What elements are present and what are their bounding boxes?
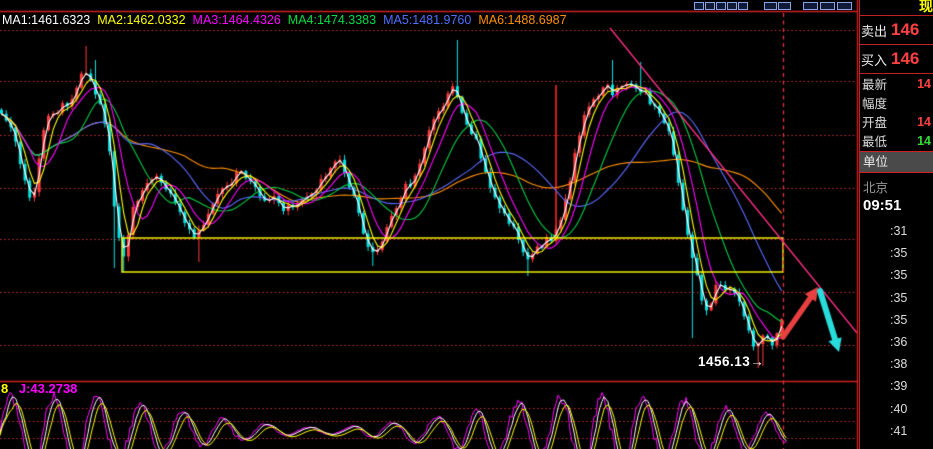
tick-item: :38 — [890, 357, 908, 372]
open-label: 开盘 — [862, 116, 888, 130]
sell-price-value: 146 — [891, 20, 920, 39]
quote-sidebar: 现 卖出 146 买入 146 最新 14 幅度 开盘 14 最低 14 单位 … — [859, 0, 933, 449]
unit-row[interactable]: 单位 — [860, 151, 933, 173]
toolbar-button[interactable] — [778, 2, 791, 10]
toolbar-button[interactable] — [764, 2, 777, 10]
window-minimize-button[interactable] — [803, 2, 818, 10]
sell-price-row: 卖出 146 — [860, 16, 933, 45]
window-close-button[interactable] — [837, 2, 852, 10]
timezone-city: 北京 — [863, 181, 889, 195]
clock-time: 09:51 — [863, 197, 902, 214]
sell-label: 卖出 — [861, 23, 888, 39]
buy-label: 买入 — [861, 52, 888, 68]
kdj-clipped-value-fragment: 8 — [1, 381, 9, 396]
tick-item: :36 — [890, 334, 908, 349]
low-price-row: 最低 14 — [860, 131, 933, 150]
tick-item: :35 — [890, 246, 908, 261]
low-label: 最低 — [862, 135, 888, 149]
kdj-indicator-label: 8 J:43.2738 — [1, 381, 77, 396]
low-price-callout: 1456.13→ — [698, 354, 765, 369]
buy-price-row: 买入 146 — [860, 45, 933, 74]
symbol-name: 现 — [860, 0, 933, 16]
tick-item: :40 — [890, 401, 908, 416]
toolbar-button[interactable] — [727, 2, 737, 10]
tick-item: :35 — [890, 312, 908, 327]
range-label: 幅度 — [862, 97, 888, 111]
ma6-value: MA6:1488.6987 — [478, 13, 567, 27]
ma5-value: MA5:1481.9760 — [383, 13, 472, 27]
toolbar-button[interactable] — [694, 2, 704, 10]
toolbar-button[interactable] — [716, 2, 726, 10]
buy-price-value: 146 — [891, 49, 920, 68]
ma-readout-bar: MA1:1461.6323 MA2:1462.0332 MA3:1464.4326 M… — [2, 13, 852, 28]
ma2-value: MA2:1462.0332 — [97, 13, 186, 27]
tick-item: :39 — [890, 379, 908, 394]
low-value: 14 — [917, 133, 931, 148]
ma1-value: MA1:1461.6323 — [2, 13, 91, 27]
latest-value: 14 — [917, 76, 931, 91]
tick-item: :41 — [890, 423, 908, 438]
ma4-value: MA4:1474.3383 — [287, 13, 377, 27]
range-row: 幅度 — [860, 93, 933, 112]
tick-item: :35 — [890, 268, 908, 283]
window-maximize-button[interactable] — [820, 2, 835, 10]
kdj-j-value: J:43.2738 — [18, 381, 78, 396]
toolbar-button[interactable] — [705, 2, 715, 10]
open-price-row: 开盘 14 — [860, 112, 933, 131]
latest-label: 最新 — [862, 78, 888, 92]
tick-item: :35 — [890, 290, 908, 305]
tick-list: :31 :35 :35 :35 :35 :36 :38 :39 :40 :41 — [860, 224, 933, 446]
latest-price-row: 最新 14 — [860, 74, 933, 93]
tick-item: :31 — [890, 224, 908, 238]
toolbar-button[interactable] — [738, 2, 748, 10]
open-value: 14 — [917, 114, 931, 129]
ma3-value: MA3:1464.4326 — [192, 13, 281, 27]
